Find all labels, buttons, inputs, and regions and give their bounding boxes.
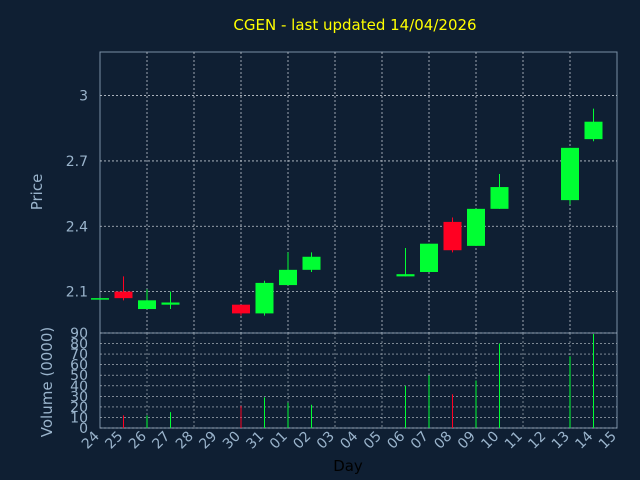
candle-body (255, 282, 274, 314)
volume-tick-label: 60 (70, 358, 88, 374)
price-panel: 2.1 2.4 2.7 3 (66, 51, 618, 334)
price-tick-label: 2.1 (66, 285, 88, 301)
candle-body (396, 274, 415, 277)
candle-body (561, 147, 579, 201)
candle-body (138, 300, 156, 310)
volume-tick-label: 50 (70, 368, 88, 384)
candle-body (420, 243, 438, 273)
volume-tick-label: 20 (70, 400, 88, 416)
candle-body (584, 121, 603, 140)
candle-body (161, 302, 180, 305)
price-tick-label: 2.4 (66, 219, 88, 235)
x-axis-ticks: 24 25 26 27 28 29 30 31 01 02 03 04 05 06 07 08 09 10 11 12… (79, 428, 620, 452)
price-axis-label: Price (28, 174, 46, 211)
volume-tick-label: 70 (70, 347, 88, 363)
candle-body (279, 269, 297, 286)
volume-tick-label: 40 (70, 379, 88, 395)
volume-tick-label: 90 (70, 326, 88, 342)
candle-body (91, 298, 109, 300)
volume-tick-label: 0 (79, 421, 88, 437)
candle-body (114, 291, 133, 299)
volume-tick-label: 80 (70, 337, 88, 353)
volume-tick-label: 10 (70, 410, 88, 426)
candle-body (490, 187, 509, 209)
volume-axis-label: Volume (0000) (38, 327, 56, 437)
x-axis-label: Day (333, 457, 363, 475)
price-tick-label: 2.7 (66, 154, 88, 170)
volume-plot-frame (99, 332, 618, 429)
candle-body (232, 304, 250, 314)
candle-body (443, 221, 462, 251)
candle-body (467, 208, 485, 246)
chart-title: CGEN - last updated 14/04/2026 (233, 16, 476, 34)
volume-tick-label: 30 (70, 389, 88, 405)
candle-body (302, 256, 321, 270)
price-tick-label: 3 (79, 89, 88, 105)
